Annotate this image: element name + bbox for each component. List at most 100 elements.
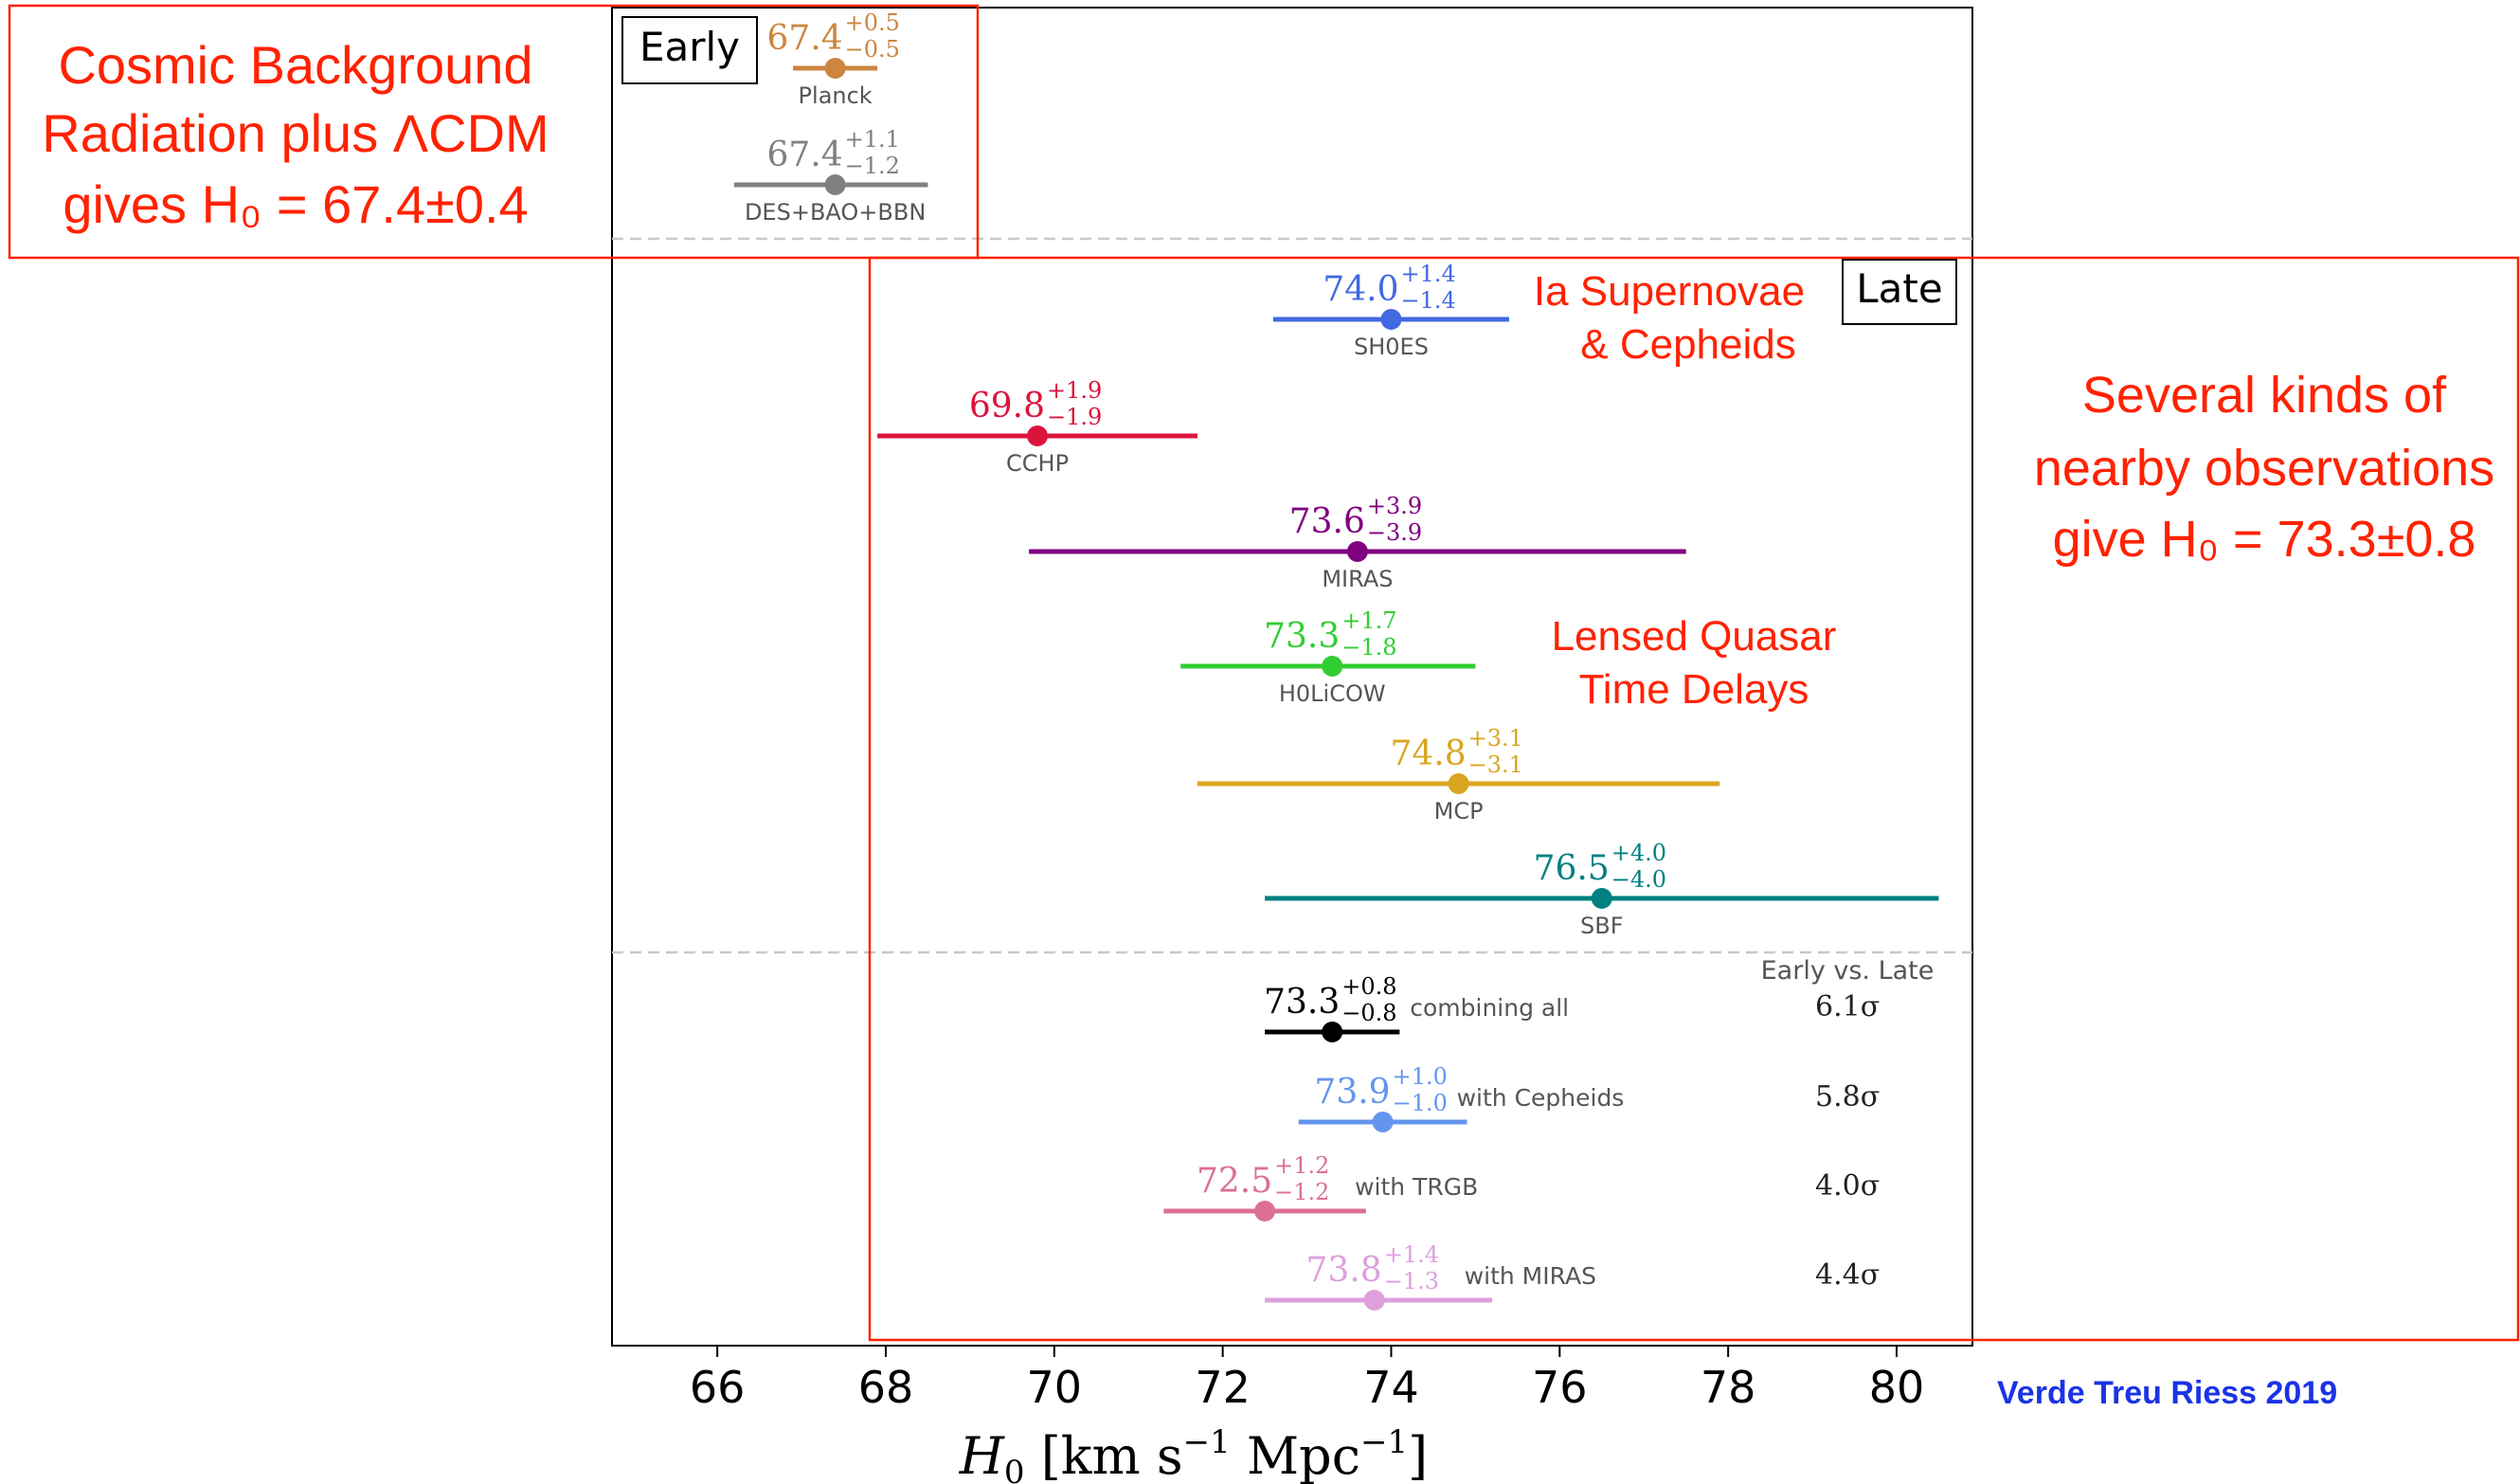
cchp-value-label: 69.8 (969, 387, 1045, 425)
x-tick-label: 74 (1363, 1362, 1419, 1413)
miras-point (1346, 541, 1368, 562)
x-tick-label: 80 (1869, 1362, 1925, 1413)
mcp-point (1448, 773, 1469, 794)
mcp-name-label: MCP (1434, 798, 1484, 824)
planck-point (824, 58, 846, 79)
sh0es-point (1380, 309, 1402, 330)
svg-text:Early: Early (639, 24, 740, 70)
x-axis-label: H0 [km s−1 Mpc−1] (959, 1423, 1428, 1484)
miras-name-label: MIRAS (1322, 566, 1393, 592)
with-cepheids-point (1372, 1112, 1394, 1132)
des-bao-bbn-point (824, 174, 846, 195)
cchp-point (1027, 425, 1049, 446)
combining-all-minus-label: −0.8 (1341, 1000, 1396, 1026)
svg-text:gives H₀ = 67.4±0.4: gives H₀ = 67.4±0.4 (63, 174, 528, 234)
x-tick-label: 72 (1195, 1362, 1251, 1413)
with-miras-minus-label: −1.3 (1384, 1268, 1439, 1294)
svg-text:give H₀ = 73.3±0.8: give H₀ = 73.3±0.8 (2053, 511, 2476, 568)
plot-frame (611, 7, 1973, 1347)
with-miras-name-label: with MIRAS (1465, 1262, 1596, 1290)
with-miras-plus-label: +1.4 (1384, 1241, 1439, 1268)
x-tick-label: 70 (1027, 1362, 1083, 1413)
cchp-name-label: CCHP (1006, 450, 1069, 477)
with-cepheids-value-label: 73.9 (1314, 1073, 1390, 1112)
mcp-value-label: 74.8 (1390, 734, 1466, 773)
combining-all-plus-label: +0.8 (1341, 973, 1396, 1000)
sh0es-minus-label: −1.4 (1400, 287, 1455, 314)
des-bao-bbn-plus-label: +1.1 (845, 126, 900, 153)
planck-value-label: 67.4 (766, 19, 842, 58)
sbf-plus-label: +4.0 (1611, 840, 1666, 866)
h0licow-plus-label: +1.7 (1341, 607, 1396, 634)
x-tick-label: 76 (1532, 1362, 1588, 1413)
des-bao-bbn-minus-label: −1.2 (845, 153, 900, 179)
planck-plus-label: +0.5 (845, 9, 900, 36)
combining-all-value-label: 73.3 (1264, 983, 1340, 1022)
svg-text:Radiation plus ΛCDM: Radiation plus ΛCDM (42, 103, 549, 163)
h0licow-value-label: 73.3 (1264, 617, 1340, 656)
sh0es-plus-label: +1.4 (1400, 261, 1455, 287)
with-cepheids-plus-label: +1.0 (1393, 1063, 1448, 1090)
with-trgb-name-label: with TRGB (1355, 1173, 1478, 1201)
sbf-name-label: SBF (1580, 913, 1624, 939)
with-trgb-tension-label: 4.0σ (1815, 1169, 1880, 1203)
svg-text:Late: Late (1856, 265, 1942, 312)
credit-label: Verde Treu Riess 2019 (1997, 1375, 2337, 1411)
svg-text:Time Delays: Time Delays (1579, 666, 1809, 713)
annotation-layer: Cosmic Background Radiation plus ΛCDM give… (8, 4, 2520, 1411)
svg-text:Lensed Quasar: Lensed Quasar (1552, 613, 1837, 660)
early-group-label: Early (621, 16, 758, 84)
nearby-observations-annotation: Several kinds of nearby observations give … (2034, 367, 2494, 568)
h0licow-point (1322, 656, 1343, 677)
supernovae-cepheids-annotation: Ia Supernovae & Cepheids (1534, 268, 1805, 368)
with-cepheids-name-label: with Cepheids (1457, 1084, 1625, 1112)
marks-layer (733, 58, 1939, 1311)
with-miras-tension-label: 4.4σ (1815, 1258, 1880, 1292)
cchp-plus-label: +1.9 (1047, 377, 1102, 404)
h0licow-name-label: H0LiCOW (1279, 680, 1386, 707)
x-tick-label: 66 (690, 1362, 746, 1413)
annotation-box-1 (8, 4, 980, 260)
cmb-annotation: Cosmic Background Radiation plus ΛCDM give… (11, 8, 610, 256)
combining-all-tension-label: 6.1σ (1815, 990, 1880, 1023)
miras-value-label: 73.6 (1289, 502, 1365, 541)
miras-plus-label: +3.9 (1367, 493, 1422, 519)
sh0es-name-label: SH0ES (1354, 334, 1429, 360)
svg-text:Cosmic Background: Cosmic Background (58, 35, 532, 95)
with-miras-point (1363, 1290, 1385, 1311)
mcp-plus-label: +3.1 (1468, 725, 1523, 751)
with-trgb-plus-label: +1.2 (1274, 1152, 1329, 1179)
x-tick-label: 78 (1701, 1362, 1756, 1413)
late-group-label: Late (1842, 259, 1957, 325)
svg-text:& Cepheids: & Cepheids (1580, 321, 1795, 368)
sh0es-value-label: 74.0 (1323, 270, 1398, 309)
planck-name-label: Planck (799, 82, 873, 109)
des-bao-bbn-name-label: DES+BAO+BBN (745, 199, 926, 226)
sbf-point (1591, 888, 1612, 909)
combining-all-name-label: combining all (1410, 994, 1569, 1022)
with-miras-value-label: 73.8 (1306, 1251, 1382, 1290)
lensed-quasar-annotation: Lensed Quasar Time Delays (1552, 613, 1837, 713)
sbf-value-label: 76.5 (1534, 849, 1610, 888)
annotation-box-2 (868, 256, 2520, 1342)
with-trgb-minus-label: −1.2 (1274, 1179, 1329, 1205)
x-tick-label: 68 (858, 1362, 914, 1413)
planck-minus-label: −0.5 (845, 36, 900, 63)
with-trgb-point (1254, 1201, 1276, 1222)
svg-text:Several kinds of: Several kinds of (2082, 367, 2447, 424)
h0licow-minus-label: −1.8 (1341, 634, 1396, 661)
x-axis: 66 68 70 72 74 76 78 80 H0 [km s−1 Mpc−1] (690, 1346, 1924, 1484)
with-cepheids-minus-label: −1.0 (1393, 1090, 1448, 1116)
sbf-minus-label: −4.0 (1611, 866, 1666, 893)
combining-all-point (1322, 1022, 1343, 1042)
des-bao-bbn-value-label: 67.4 (766, 136, 842, 174)
with-trgb-value-label: 72.5 (1197, 1162, 1272, 1201)
early-vs-late-header: Early vs. Late (1761, 956, 1935, 986)
cchp-minus-label: −1.9 (1047, 404, 1102, 430)
miras-minus-label: −3.9 (1367, 519, 1422, 546)
with-cepheids-tension-label: 5.8σ (1815, 1080, 1880, 1113)
svg-text:Ia Supernovae: Ia Supernovae (1534, 268, 1805, 315)
svg-text:nearby observations: nearby observations (2034, 440, 2494, 497)
